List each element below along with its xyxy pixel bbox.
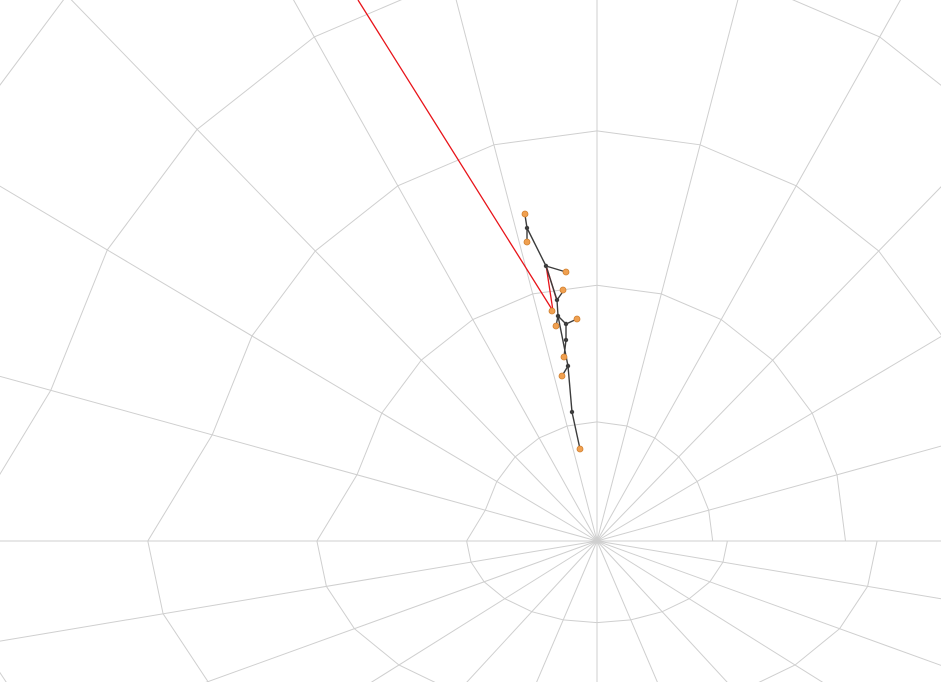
grid-spoke-14: [0, 375, 598, 542]
joint-5[interactable]: [563, 321, 569, 327]
grid-ring-2: [316, 284, 878, 682]
bone-4: [545, 265, 558, 301]
joint-6[interactable]: [563, 337, 569, 343]
selection-ray: [357, 0, 558, 312]
skeleton-joints: [524, 225, 575, 415]
grid-spoke-17: [293, 0, 598, 542]
joint-4[interactable]: [555, 313, 561, 319]
grid-spoke-12: [0, 540, 598, 642]
grid-spoke-9: [466, 540, 598, 682]
marker-8[interactable]: [560, 353, 568, 361]
ray-line: [357, 0, 558, 312]
bone-7: [556, 299, 559, 317]
grid-spoke-6: [596, 540, 658, 682]
grid-spoke-23: [596, 335, 941, 542]
marker-6[interactable]: [573, 315, 581, 323]
grid-spoke-22: [596, 186, 941, 542]
marker-3[interactable]: [562, 268, 570, 276]
grid-spoke-21: [596, 0, 901, 542]
joint-2[interactable]: [543, 263, 549, 269]
marker-2[interactable]: [523, 238, 531, 246]
marker-1[interactable]: [521, 210, 529, 218]
joint-3[interactable]: [554, 297, 560, 303]
bone-16: [571, 411, 581, 450]
marker-7[interactable]: [552, 322, 560, 330]
grid-spoke-15: [0, 185, 598, 542]
marker-10[interactable]: [576, 445, 584, 453]
joint-7[interactable]: [565, 363, 571, 369]
grid-spoke-18: [455, 0, 598, 542]
joint-8[interactable]: [569, 409, 575, 415]
bone-3: [526, 227, 547, 267]
marker-9[interactable]: [558, 372, 566, 380]
grid-spoke-10: [370, 540, 598, 682]
grid-spoke-16: [70, 0, 598, 542]
joint-1[interactable]: [524, 225, 530, 231]
grid-spoke-20: [596, 0, 739, 542]
bone-6: [545, 265, 567, 273]
grid-ring-1: [466, 421, 729, 624]
grid-ring-3: [147, 130, 941, 682]
grid-spoke-8: [536, 540, 598, 682]
grid-spoke-24: [596, 445, 941, 542]
marker-4[interactable]: [559, 286, 567, 294]
marker-points: [521, 210, 584, 453]
grid-spoke-11: [205, 540, 598, 682]
bone-15: [567, 365, 573, 413]
marker-5[interactable]: [548, 307, 556, 315]
